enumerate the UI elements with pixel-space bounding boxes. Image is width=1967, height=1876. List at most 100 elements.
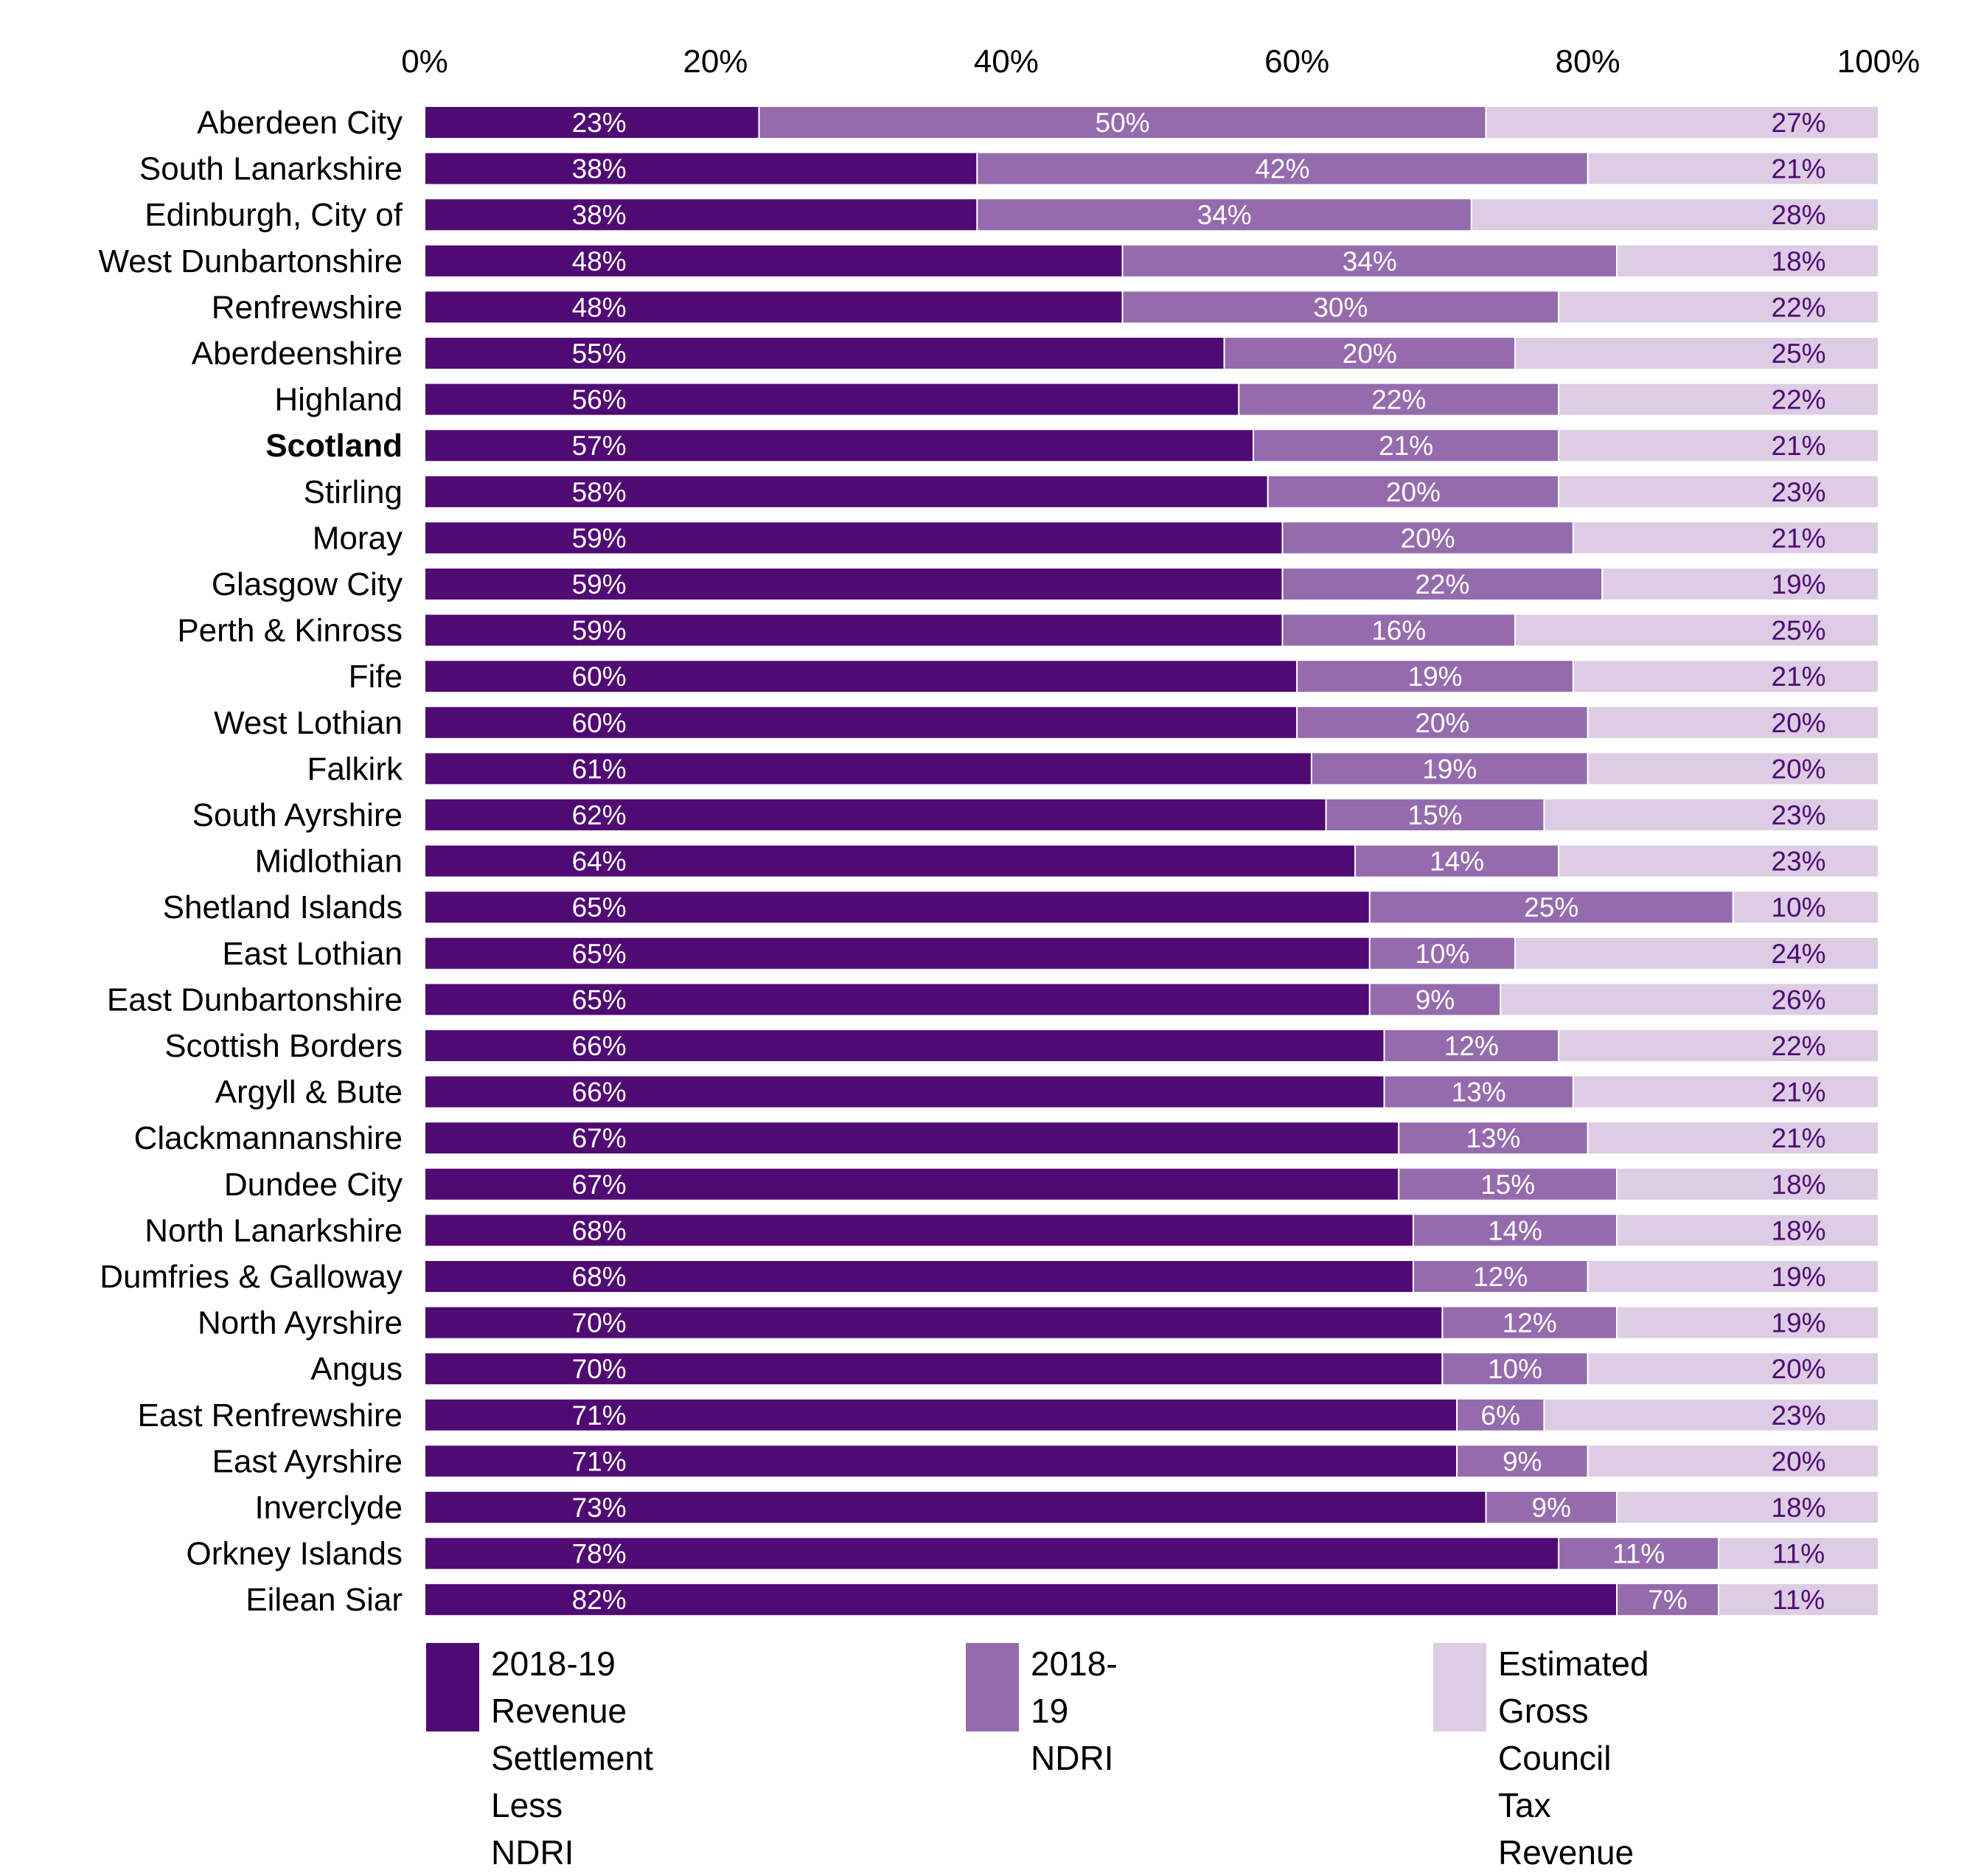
data-label-renfrewshire-s0: 48% (572, 292, 627, 322)
category-label-inverclyde: Inverclyde (254, 1490, 403, 1526)
bar-segment-stirling-s0 (424, 474, 1269, 509)
bar-segment-inverclyde-s0 (424, 1490, 1487, 1524)
data-label-glasgow-city-s2: 19% (1772, 569, 1826, 600)
category-label-south-ayrshire: South Ayrshire (192, 797, 403, 833)
bar-segment-east-renfrewshire-s2 (1543, 1397, 1879, 1432)
data-label-angus-s2: 20% (1772, 1354, 1826, 1384)
data-label-north-lanarkshire-s1: 14% (1488, 1215, 1542, 1246)
x-tick-label: 40% (974, 44, 1039, 80)
bar-segment-fife-s1 (1296, 659, 1574, 694)
bar-segment-shetland-islands-s0 (424, 890, 1371, 925)
data-label-east-dunbartonshire-s1: 9% (1416, 984, 1455, 1015)
bar-segment-edinburgh-city-of-s2 (1470, 198, 1879, 232)
data-label-perth-kinross-s0: 59% (572, 616, 627, 646)
data-label-edinburgh-city-of-s1: 34% (1197, 200, 1252, 230)
legend-label: Estimated Gross Council Tax Revenue (1498, 1644, 1649, 1872)
bar-segment-falkirk-s0 (424, 751, 1312, 786)
data-label-dundee-city-s0: 67% (572, 1170, 627, 1200)
data-label-highland-s2: 22% (1772, 385, 1826, 415)
x-tick-label: 100% (1837, 44, 1921, 80)
bar-segment-glasgow-city-s2 (1601, 567, 1880, 601)
bar-segment-moray-s0 (424, 521, 1284, 555)
data-label-north-lanarkshire-s0: 68% (572, 1215, 627, 1246)
bar-segment-eilean-siar-s1 (1616, 1583, 1720, 1617)
data-label-west-lothian-s0: 60% (572, 708, 627, 738)
data-label-edinburgh-city-of-s2: 28% (1772, 200, 1826, 230)
bar-segment-east-lothian-s2 (1514, 936, 1879, 970)
bar-segment-shetland-islands-s2 (1732, 890, 1880, 925)
bar-segment-angus-s1 (1441, 1352, 1589, 1386)
data-label-east-lothian-s2: 24% (1772, 939, 1826, 969)
bar-segment-edinburgh-city-of-s0 (424, 198, 978, 232)
bar-segment-south-ayrshire-s2 (1543, 798, 1879, 832)
bar-segment-angus-s0 (424, 1352, 1444, 1386)
bar-segment-aberdeen-city-s2 (1485, 105, 1880, 139)
bar-segment-west-lothian-s2 (1587, 705, 1880, 740)
bar-segment-fife-s0 (424, 659, 1298, 694)
bar-segment-aberdeen-city-s1 (758, 105, 1487, 139)
data-label-west-dunbartonshire-s1: 34% (1343, 246, 1397, 277)
category-label-shetland-islands: Shetland Islands (163, 889, 403, 925)
bar-segment-perth-kinross-s2 (1514, 613, 1879, 647)
data-label-perth-kinross-s1: 16% (1371, 616, 1426, 646)
bar-segment-south-ayrshire-s0 (424, 798, 1327, 832)
data-label-east-dunbartonshire-s0: 65% (572, 984, 627, 1015)
category-label-scotland: Scotland (265, 428, 403, 464)
category-label-east-lothian: East Lothian (222, 936, 403, 972)
category-label-angus: Angus (310, 1351, 403, 1387)
category-label-west-lothian: West Lothian (214, 705, 403, 741)
bar-segment-renfrewshire-s1 (1121, 290, 1560, 324)
data-label-south-ayrshire-s0: 62% (572, 800, 627, 830)
bar-segment-dumfries-galloway-s2 (1587, 1260, 1880, 1293)
data-label-aberdeen-city-s1: 50% (1096, 108, 1150, 138)
data-label-orkney-islands-s1: 11% (1612, 1539, 1665, 1569)
bar-segment-midlothian-s2 (1558, 844, 1879, 878)
bar-segment-aberdeenshire-s2 (1514, 336, 1879, 370)
bar-segment-scottish-borders-s0 (424, 1029, 1385, 1063)
bar-segment-scotland-s0 (424, 428, 1255, 463)
bar-segment-north-lanarkshire-s2 (1616, 1213, 1880, 1248)
bar-segment-dundee-city-s0 (424, 1167, 1400, 1201)
data-label-inverclyde-s2: 18% (1772, 1493, 1826, 1523)
data-label-scotland-s0: 57% (572, 431, 627, 461)
data-label-eilean-siar-s1: 7% (1648, 1585, 1687, 1615)
data-label-glasgow-city-s1: 22% (1415, 569, 1469, 600)
data-label-east-ayrshire-s0: 71% (572, 1446, 627, 1476)
data-label-argyll-bute-s2: 21% (1772, 1077, 1826, 1108)
bar-segment-scotland-s1 (1253, 428, 1560, 463)
category-label-edinburgh-city-of: Edinburgh, City of (145, 197, 403, 233)
bar-segment-falkirk-s2 (1587, 751, 1880, 786)
data-label-east-renfrewshire-s0: 71% (572, 1400, 627, 1431)
data-label-shetland-islands-s2: 10% (1772, 892, 1826, 923)
data-label-aberdeenshire-s0: 55% (572, 338, 627, 369)
bar-segment-west-dunbartonshire-s1 (1121, 243, 1618, 278)
data-label-west-lothian-s1: 20% (1415, 708, 1469, 738)
x-tick-label: 60% (1264, 44, 1329, 80)
data-label-clackmannanshire-s2: 21% (1772, 1123, 1826, 1153)
category-label-orkney-islands: Orkney Islands (187, 1536, 403, 1572)
data-label-scotland-s2: 21% (1772, 431, 1826, 461)
data-label-aberdeenshire-s1: 20% (1343, 338, 1397, 369)
category-label-argyll-bute: Argyll & Bute (215, 1074, 403, 1111)
category-label-renfrewshire: Renfrewshire (212, 289, 403, 325)
data-label-edinburgh-city-of-s0: 38% (572, 200, 627, 230)
data-label-highland-s1: 22% (1371, 385, 1426, 415)
data-label-west-dunbartonshire-s0: 48% (572, 246, 627, 277)
data-label-dundee-city-s1: 15% (1480, 1170, 1535, 1200)
category-label-highland: Highland (274, 382, 403, 418)
category-label-aberdeenshire: Aberdeenshire (192, 336, 403, 372)
bar-segment-orkney-islands-s2 (1718, 1536, 1880, 1571)
category-label-glasgow-city: Glasgow City (212, 566, 403, 602)
bar-segment-east-ayrshire-s0 (424, 1444, 1458, 1479)
category-label-fife: Fife (349, 659, 403, 695)
data-label-eilean-siar-s0: 82% (572, 1585, 627, 1615)
data-label-renfrewshire-s2: 22% (1772, 292, 1826, 322)
bar-segment-west-dunbartonshire-s0 (424, 243, 1124, 278)
bar-segment-east-dunbartonshire-s0 (424, 982, 1371, 1017)
bar-segment-scottish-borders-s1 (1383, 1029, 1560, 1063)
bar-segment-highland-s0 (424, 382, 1240, 417)
x-tick-label: 80% (1556, 44, 1620, 80)
bar-segment-glasgow-city-s0 (424, 567, 1284, 601)
data-label-fife-s2: 21% (1772, 661, 1826, 692)
data-label-fife-s0: 60% (572, 661, 627, 692)
